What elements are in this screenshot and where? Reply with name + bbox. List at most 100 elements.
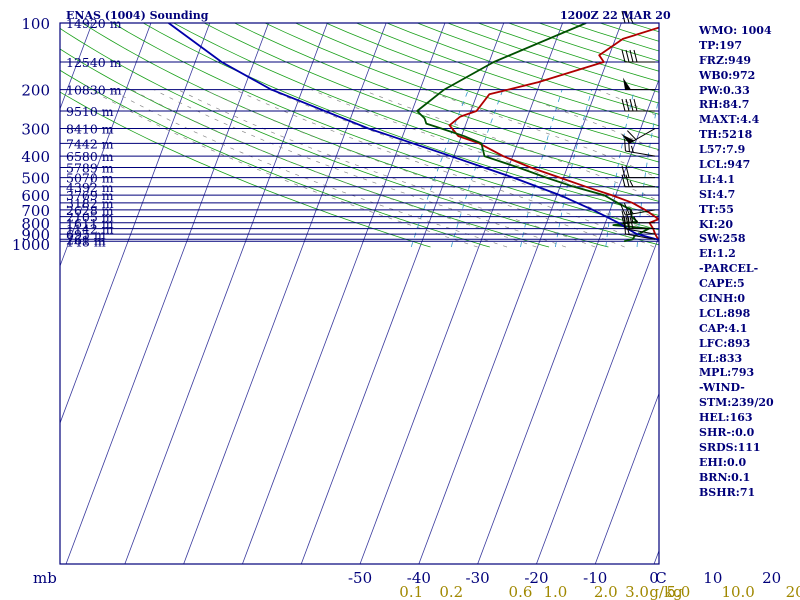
sounding-time: 1200Z 22 MAR 20 xyxy=(560,9,671,22)
height-label: 695 m xyxy=(66,227,106,242)
mixing-ratio-line xyxy=(678,90,695,247)
index-item: TH:5218 xyxy=(699,128,753,142)
wind-barb-staff xyxy=(625,233,656,240)
height-label: 9510 m xyxy=(66,104,114,119)
mixing-ratio-label: 0.2 xyxy=(439,583,463,600)
wind-barb-feather xyxy=(625,165,630,178)
index-item: CAP:4.1 xyxy=(699,321,748,335)
index-item: HEL:163 xyxy=(699,411,753,425)
pressure-label: 400 xyxy=(21,148,50,166)
height-label: 1611 m xyxy=(66,216,114,231)
index-item: PW:0.33 xyxy=(699,83,750,97)
index-item: LFC:893 xyxy=(699,336,751,350)
wind-barb-feather xyxy=(629,16,634,24)
index-item: KI:20 xyxy=(699,217,734,231)
dry-adiabat-line xyxy=(173,23,659,202)
wind-barb-feather xyxy=(624,138,626,152)
isotherm-line xyxy=(772,23,800,564)
height-label: 12540 m xyxy=(66,55,122,70)
isotherm-line xyxy=(536,235,659,564)
moist-adiabat-line xyxy=(424,89,659,179)
height-label: 261 m xyxy=(66,232,106,247)
plot-frame xyxy=(59,22,660,565)
wind-barb-feather xyxy=(625,98,630,112)
wind-barb-pennant xyxy=(621,134,635,144)
isotherm-line xyxy=(594,392,659,564)
index-item: EHI:0.0 xyxy=(699,455,747,469)
index-item: SW:258 xyxy=(699,232,746,246)
pressure-label: 300 xyxy=(21,121,50,139)
height-label: 1142 m xyxy=(66,222,114,237)
height-label: 4392 m xyxy=(66,180,114,195)
index-item: L57:7.9 xyxy=(699,143,746,157)
isotherm-line xyxy=(60,23,152,268)
dry-adiabat-line xyxy=(112,23,659,231)
wind-barb-staff xyxy=(625,150,656,157)
wind-barb-feather xyxy=(621,10,626,24)
wind-barb-feather xyxy=(625,49,630,63)
dry-adiabat-line xyxy=(264,23,659,163)
wind-barb-feather xyxy=(624,221,626,235)
pressure-label: 1000 xyxy=(12,236,50,254)
isotherm-line xyxy=(124,23,328,564)
pressure-label: 100 xyxy=(21,15,50,33)
isotherm-line xyxy=(359,23,563,564)
index-item: SRDS:111 xyxy=(699,440,761,454)
wind-barb-feather xyxy=(629,210,634,223)
wind-barb-feather xyxy=(633,98,638,112)
temperature-line xyxy=(448,26,659,241)
isotherm-line xyxy=(242,23,446,564)
index-item: STM:239/20 xyxy=(699,396,774,410)
mixing-ratio-label: 5.0 xyxy=(666,583,690,600)
index-item: EL:833 xyxy=(699,351,743,365)
moist-adiabat-line xyxy=(361,89,659,202)
wind-barb-feather xyxy=(621,98,626,112)
dry-adiabat-line xyxy=(325,23,659,138)
wind-barb-feather xyxy=(621,165,626,178)
wind-barb-feather xyxy=(629,216,634,229)
index-item: WMO: 1004 xyxy=(699,24,772,37)
temperature-unit-label: C xyxy=(655,569,666,587)
index-item: WB0:972 xyxy=(699,68,756,82)
wind-barb-feather xyxy=(625,10,630,24)
moist-adiabat-line xyxy=(153,89,566,248)
height-label: 3182 m xyxy=(66,196,114,211)
wind-barb-feather xyxy=(628,217,630,230)
moist-adiabat-line xyxy=(110,89,508,248)
index-item: SI:4.7 xyxy=(699,187,736,201)
index-item: TP:197 xyxy=(699,38,743,52)
isotherm-line xyxy=(60,23,211,425)
isotherm-line xyxy=(418,23,622,564)
wind-barb-feather xyxy=(625,174,630,187)
isotherm-line xyxy=(477,78,659,564)
height-label: 148 m xyxy=(66,234,106,249)
dry-adiabat-line xyxy=(386,23,659,115)
index-item: TT:55 xyxy=(699,202,734,216)
wind-barb-feather xyxy=(629,49,634,63)
index-item: SHR-:0.0 xyxy=(699,426,755,440)
wind-barb-feather xyxy=(630,145,634,153)
height-label: 2628 m xyxy=(66,203,114,218)
pressure-label: 900 xyxy=(21,226,50,244)
temperature-label: -10 xyxy=(583,569,607,587)
mixing-ratio-label: 1.0 xyxy=(543,583,567,600)
wind-barb-staff xyxy=(625,228,656,235)
wind-barb-feather xyxy=(628,139,630,152)
index-item: LCL:898 xyxy=(699,306,751,320)
pressure-label: 200 xyxy=(21,82,50,100)
index-item: LI:4.1 xyxy=(699,172,736,186)
dry-adiabat-line xyxy=(204,23,659,189)
height-label: 5789 m xyxy=(66,160,114,175)
height-label: 7442 m xyxy=(66,136,114,151)
isotherm-line xyxy=(183,23,387,564)
background-grid xyxy=(60,23,800,564)
wind-barb-feather xyxy=(633,216,638,223)
wind-barb-feather xyxy=(621,174,626,187)
wind-barb-feather xyxy=(633,49,638,63)
index-item: FRZ:949 xyxy=(699,53,752,67)
mixing-ratio-unit-label: g/kg xyxy=(649,583,683,600)
wind-barb-feather xyxy=(627,228,630,235)
dry-adiabat-line xyxy=(295,23,659,151)
